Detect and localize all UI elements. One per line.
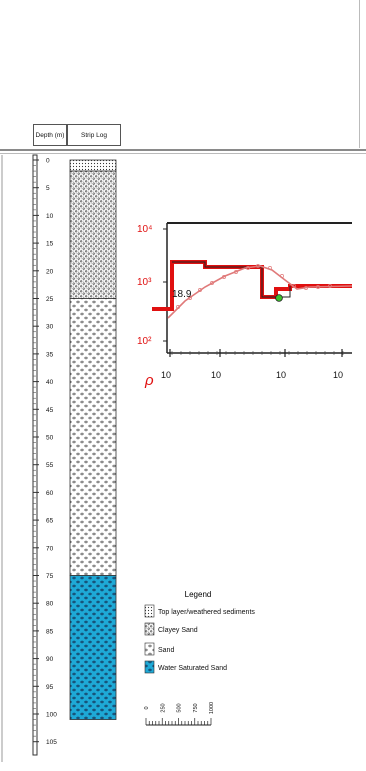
panel-separator xyxy=(0,149,366,151)
inset-observed-point xyxy=(268,266,272,270)
depth-tick-label: 35 xyxy=(46,351,54,358)
depth-ruler xyxy=(32,154,38,756)
inset-observed-point xyxy=(292,284,296,288)
strip-layer-dense xyxy=(69,170,117,299)
inset-observed-point xyxy=(316,285,320,289)
inset-x-tick-label: 10 xyxy=(276,370,286,380)
upper-panel xyxy=(0,0,366,148)
strip-log-layers xyxy=(69,159,117,720)
depth-tick-label: 0 xyxy=(46,158,50,165)
inset-y-tick-label: 10³ xyxy=(137,277,152,288)
depth-tick-label: 15 xyxy=(46,241,54,248)
depth-tick-label: 50 xyxy=(46,435,54,442)
depth-tick-label: 5 xyxy=(46,185,50,192)
scale-bar-label: 0 xyxy=(144,706,150,709)
legend-swatch xyxy=(144,622,155,636)
scale-bar-label: 250 xyxy=(160,703,166,712)
legend-swatch xyxy=(144,642,155,656)
depth-tick-label: 65 xyxy=(46,518,54,525)
depth-tick-label: 70 xyxy=(46,545,54,552)
legend-label: Sand xyxy=(158,647,174,654)
resistivity-inset-plot: 10⁴ 10³ 10² 10 10 10 10 18.9 ρ xyxy=(137,222,353,389)
depth-tick-label: 25 xyxy=(46,296,54,303)
scale-bar: 0 250 500 750 1000 xyxy=(144,702,215,726)
scale-bar-label: 1000 xyxy=(209,702,215,714)
depth-tick-label: 80 xyxy=(46,601,54,608)
depth-tick-label: 55 xyxy=(46,462,54,469)
legend-label: Top layer/weathered sediments xyxy=(158,609,255,616)
depth-tick-label: 90 xyxy=(46,656,54,663)
inset-y-tick-label: 10⁴ xyxy=(137,224,152,235)
depth-tick-label: 45 xyxy=(46,407,54,414)
inset-observed-curve xyxy=(167,265,353,319)
depth-tick-label: 95 xyxy=(46,684,54,691)
inset-x-tick-group: 10 10 10 10 xyxy=(161,349,344,380)
strip-layer-sparse xyxy=(69,298,117,576)
inset-observed-point xyxy=(328,284,332,288)
inset-y-tick-group: 10⁴ 10³ 10² xyxy=(137,224,167,347)
inset-y-tick-label: 10² xyxy=(137,336,152,347)
scale-bar-ticks: 0 250 500 750 1000 xyxy=(144,702,215,725)
inset-x-tick-label: 10 xyxy=(211,370,221,380)
depth-tick-label: 100 xyxy=(46,712,57,719)
scale-bar-label: 750 xyxy=(193,703,199,712)
depth-tick-label: 105 xyxy=(46,739,57,746)
depth-tick-label: 60 xyxy=(46,490,54,497)
depth-tick-group: 0 5 10 15 20 25 30 35 40 45 50 55 60 65 70 75 80 85 90 95 10… xyxy=(33,158,57,746)
depth-tick-label: 85 xyxy=(46,628,54,635)
inset-observed-point xyxy=(304,286,308,290)
depth-tick-label: 10 xyxy=(46,213,54,220)
depth-tick-label: 40 xyxy=(46,379,54,386)
legend-title: Legend xyxy=(185,590,212,599)
inset-model-curve xyxy=(152,260,352,311)
legend-label: Clayey Sand xyxy=(158,627,198,634)
inset-observed-point xyxy=(280,274,284,278)
strip-layer-fine xyxy=(69,159,117,172)
inset-annotation: 18.9 xyxy=(172,289,192,300)
legend: Legend Top layer/weathered sediments Clay… xyxy=(144,590,255,674)
inset-axis-symbol: ρ xyxy=(144,372,154,389)
inset-observed-point xyxy=(246,266,250,270)
strip-log-column-header: Strip Log xyxy=(67,124,121,146)
legend-label: Water Saturated Sand xyxy=(158,665,227,672)
depth-column-header: Depth (m) xyxy=(33,124,67,146)
legend-items: Top layer/weathered sediments Clayey Sand… xyxy=(144,604,255,674)
inset-marker-point xyxy=(275,294,283,302)
legend-swatch xyxy=(144,604,155,618)
inset-observed-point xyxy=(256,264,260,268)
depth-tick-label: 20 xyxy=(46,268,54,275)
strip-layer-water xyxy=(69,575,117,720)
inset-observed-point xyxy=(234,270,238,274)
depth-tick-label: 30 xyxy=(46,324,54,331)
inset-observed-point xyxy=(198,288,202,292)
scale-bar-label: 500 xyxy=(177,703,183,712)
inset-observed-point xyxy=(188,296,192,300)
inset-observed-point xyxy=(210,281,214,285)
legend-swatch xyxy=(144,660,155,674)
inset-observed-point xyxy=(222,275,226,279)
panel-separator-inner xyxy=(0,153,366,154)
inset-observed-point xyxy=(176,305,180,309)
inset-x-tick-label: 10 xyxy=(161,370,171,380)
depth-tick-label: 75 xyxy=(46,573,54,580)
inset-observed-points xyxy=(176,264,332,309)
inset-x-tick-label: 10 xyxy=(333,370,343,380)
